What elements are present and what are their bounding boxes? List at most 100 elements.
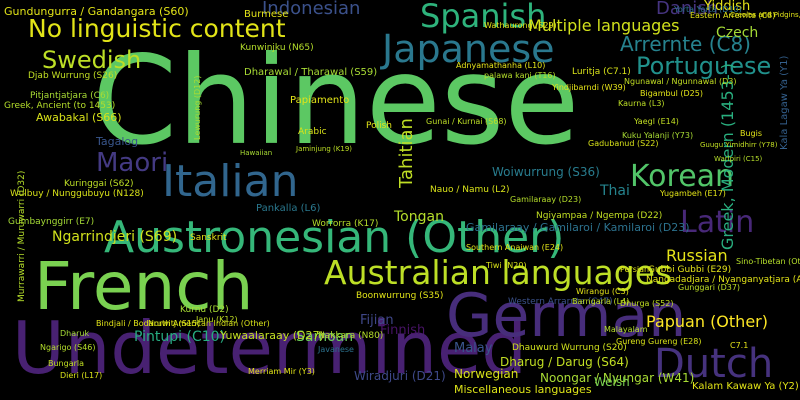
word-96: Barngarla (L4) <box>572 297 630 306</box>
word-56: Worrorra (K17) <box>312 219 379 229</box>
word-11: Korean <box>630 159 735 194</box>
word-3: German <box>446 281 687 351</box>
word-99: Gunai / Kurnai (S68) <box>426 117 507 126</box>
word-87: Malayalam <box>604 325 648 334</box>
word-27: Gamilaraay / Gamilaroi / Kamilaroi (D23) <box>466 221 690 234</box>
word-111: Tiwi (N20) <box>486 261 527 270</box>
word-67: Western Arrarnta (C47) <box>508 297 613 307</box>
word-31: Fijian <box>360 313 394 328</box>
word-30: Malay <box>454 341 493 356</box>
word-14: Maori <box>96 148 169 178</box>
word-77: Ngunawal / Ngunnawal (D3) <box>624 77 737 86</box>
word-95: Southern Anaiwan (E24) <box>466 243 564 252</box>
word-113: Hawaiian <box>240 149 273 157</box>
word-100: Yindjibarndi (W39) <box>552 83 626 92</box>
word-33: Norwegian <box>454 367 519 381</box>
word-114: Jaminjung (K19) <box>296 145 352 153</box>
word-108: Yugambeh (E17) <box>660 189 726 198</box>
word-17: Multiple languages <box>528 16 680 35</box>
word-84: Janu (K12) <box>196 315 238 324</box>
word-64: Nangadadjara / Nyanganyatjara (A7) <box>646 275 800 285</box>
word-104: Bungarla <box>48 359 85 368</box>
word-58: Bindjali / Bodaruwitj (S15) <box>96 319 201 328</box>
word-105: Dieri (L17) <box>60 371 103 380</box>
word-97: Gureng Gureng (E28) <box>616 337 702 346</box>
word-47: Tagalog <box>96 135 139 148</box>
word-6: Japanese <box>382 27 555 71</box>
word-8: Dutch <box>654 341 774 387</box>
word-85: North American Indian (Other) <box>148 319 270 328</box>
word-48: Djab Wurrung (S26) <box>28 71 118 81</box>
word-61: Nakkara (N80) <box>318 331 384 341</box>
word-60: Boonwurrung (S35) <box>356 291 444 301</box>
word-102: Kuku Yalanji (Y73) <box>622 131 694 140</box>
word-74: Dharawal / Tharawal (S59) <box>244 67 378 78</box>
word-69: Nauo / Namu (L2) <box>430 185 510 195</box>
word-79: Eastern Arrernte (C8) <box>690 11 776 20</box>
word-0: Chinese <box>92 30 580 172</box>
word-62: Dhauwurd Wurrung (S20) <box>512 343 627 353</box>
word-75: Papiamento <box>290 95 350 106</box>
word-76: Arabic <box>298 127 327 137</box>
word-55: Pankalla (L6) <box>256 203 321 214</box>
word-53: Gumbaynggirr (E7) <box>8 217 95 227</box>
word-103: Persian <box>620 265 650 274</box>
word-54: Sanskrit <box>190 233 227 243</box>
word-26: Ngarrindjeri (S69) <box>52 229 178 245</box>
word-115: C7.1 <box>730 341 749 350</box>
word-112: Creoles and Pidgins, French-based (Other… <box>730 11 800 19</box>
word-68: Ngiyampaa / Ngempa (D22) <box>536 211 663 221</box>
word-37: Noongar / Nyungar (W41) <box>540 371 695 385</box>
word-90: Yaegl (E14) <box>634 117 679 126</box>
word-5: Australian languages <box>324 253 673 292</box>
word-91: Gadubanud (S22) <box>588 139 659 148</box>
word-49: Pitjantjatjara (C6) <box>30 91 110 101</box>
word-66: Welsh <box>594 375 630 389</box>
word-28: Pintupi (C10) <box>134 329 225 345</box>
word-40: Miscellaneous languages <box>454 383 592 396</box>
word-45: Kunwinjku (N65) <box>240 43 314 53</box>
word-81: Murrawarri / Muruwarri (D32) <box>17 170 27 302</box>
word-92: Adnyamathanha (L10) <box>456 61 546 70</box>
word-78: Yorta Yorta (D10) <box>674 5 742 14</box>
word-36: Dharug / Darug (S64) <box>500 355 629 369</box>
word-32: Finnish <box>380 323 426 338</box>
word-118: Guugu Yimidhirr (Y78) <box>700 141 778 149</box>
word-38: Woiwurrung (S36) <box>492 165 600 179</box>
word-43: Gundungurra / Gandangara (S60) <box>4 5 189 18</box>
word-50: Greek, Ancient (to 1453) <box>4 101 116 111</box>
word-23: Papuan (Other) <box>646 312 768 331</box>
word-72: Luritja (C7.1) <box>572 67 631 77</box>
word-15: Swedish <box>42 46 142 74</box>
word-82: Dharuk <box>60 329 90 338</box>
word-7: Italian <box>162 156 299 207</box>
word-101: Gamilaraay (D23) <box>510 195 582 204</box>
word-12: Latin <box>680 205 755 240</box>
word-51: Kuringgai (S62) <box>64 179 134 189</box>
word-46: Awabakal (S66) <box>36 111 122 124</box>
word-35: Yiddish <box>704 0 751 14</box>
word-65: Wiradjuri (D21) <box>354 369 446 383</box>
word-42: Kala Lagaw Ya (Y1) <box>779 55 790 150</box>
word-19: Danish <box>656 0 719 19</box>
word-29: Samoan <box>296 329 354 345</box>
word-70: Polish <box>366 121 393 131</box>
word-24: Thai <box>600 183 630 199</box>
word-106: Gunggari (D37) <box>678 283 741 292</box>
word-18: Indonesian <box>262 0 361 19</box>
word-22: Russian <box>666 246 728 265</box>
word-20: Tahitian <box>396 118 417 188</box>
word-34: Czech <box>716 25 759 41</box>
word-52: Wulbuy / Nunggubuyu (N128) <box>10 189 144 199</box>
word-63: Gubbi Gubbi (E29) <box>648 265 732 275</box>
word-86: Javanese <box>318 345 354 354</box>
word-25: Tongan <box>394 209 444 225</box>
word-89: Bigambul (D25) <box>640 89 703 98</box>
word-57: Kurnu (D2) <box>180 305 229 315</box>
word-98: Wathaurong (S29) <box>484 21 557 30</box>
word-88: Lewurung (D12) <box>193 75 202 140</box>
word-4: Austronesian (Other) <box>104 212 565 263</box>
word-110: Dhurga (S52) <box>620 299 674 308</box>
word-44: Burmese <box>244 9 289 20</box>
